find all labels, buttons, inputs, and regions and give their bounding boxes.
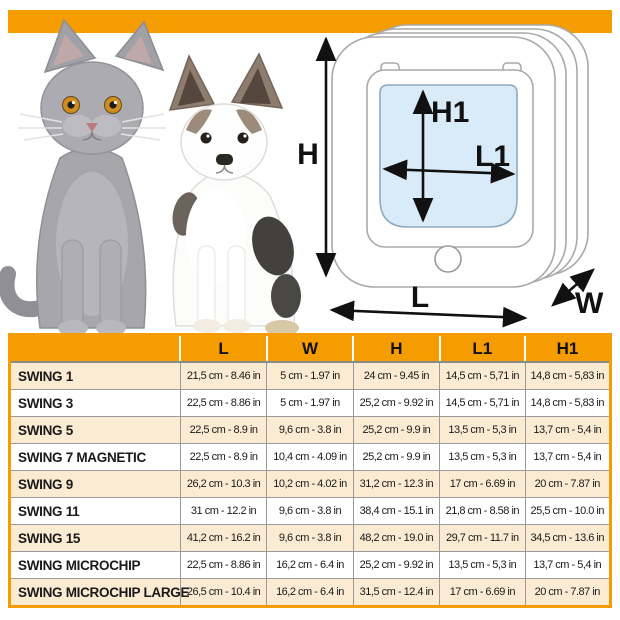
model-name-cell: SWING 11 [9, 497, 181, 525]
dimension-value-cell: 25,5 cm - 10.0 in [524, 497, 612, 525]
pets-photo [0, 18, 301, 334]
dimension-value-cell: 14,8 cm - 5,83 in [524, 361, 612, 390]
dimension-value-cell: 13,5 cm - 5,3 in [439, 416, 526, 444]
dimension-value-cell: 5 cm - 1.97 in [266, 389, 354, 417]
table-row: SWING 9 26,2 cm - 10.3 in 10,2 cm - 4.02 i… [9, 470, 612, 498]
dimension-value-cell: 13,5 cm - 5,3 in [439, 551, 526, 579]
model-name-cell: SWING MICROCHIP [9, 551, 181, 579]
table-row: SWING 11 31 cm - 12.2 in 9,6 cm - 3.8 in 38… [9, 497, 612, 525]
model-name-cell: SWING 1 [9, 361, 181, 390]
dimension-label-h: H [297, 138, 319, 171]
dimension-value-cell: 29,7 cm - 11.7 in [439, 524, 526, 552]
dimension-value-cell: 21,8 cm - 8.58 in [439, 497, 526, 525]
dimension-value-cell: 41,2 cm - 16.2 in [179, 524, 268, 552]
table-row: SWING MICROCHIP 22,5 cm - 8.86 in 16,2 cm … [9, 551, 612, 579]
dimension-value-cell: 21,5 cm - 8.46 in [179, 361, 268, 390]
dimension-label-w: W [575, 287, 604, 320]
table-row: SWING MICROCHIP LARGE 26,5 cm - 10.4 in 16… [9, 578, 612, 607]
dimension-value-cell: 20 cm - 7.87 in [524, 470, 612, 498]
dimension-value-cell: 22,5 cm - 8.9 in [179, 443, 268, 471]
dimension-column-header: L1 [438, 334, 526, 363]
dimension-value-cell: 25,2 cm - 9.9 in [352, 443, 441, 471]
dimension-column-header: H1 [524, 334, 611, 363]
cat-illustration [0, 18, 166, 334]
dimension-value-cell: 38,4 cm - 15.1 in [352, 497, 441, 525]
table-row: SWING 7 MAGNETIC 22,5 cm - 8.9 in 10,4 cm … [9, 443, 612, 471]
model-name-cell: SWING 5 [9, 416, 181, 444]
dimension-value-cell: 13,7 cm - 5,4 in [524, 551, 612, 579]
dimension-column-header: W [265, 334, 354, 363]
dimension-value-cell: 14,5 cm - 5,71 in [439, 361, 526, 390]
dimension-value-cell: 22,5 cm - 8.9 in [179, 416, 268, 444]
dimension-value-cell: 17 cm - 6.69 in [439, 578, 526, 607]
lock-knob [434, 245, 462, 273]
dimension-value-cell: 13,7 cm - 5,4 in [524, 416, 612, 444]
dimension-value-cell: 31 cm - 12.2 in [179, 497, 268, 525]
dimension-value-cell: 31,2 cm - 12.3 in [352, 470, 441, 498]
dimension-label-l1: L1 [475, 140, 510, 173]
size-table: L W H L1 H1 SWING 1 21,5 cm - 8.46 in 5 cm - 1… [8, 333, 612, 608]
dimension-value-cell: 9,6 cm - 3.8 in [266, 497, 354, 525]
dimension-value-cell: 25,2 cm - 9.92 in [352, 551, 441, 579]
pet-door-diagram: H H1 L1 L W [297, 24, 604, 328]
dimension-column-header: L [179, 334, 267, 363]
dimension-value-cell: 10,2 cm - 4.02 in [266, 470, 354, 498]
dimension-value-cell: 25,2 cm - 9.92 in [352, 389, 441, 417]
dimension-value-cell: 31,5 cm - 12.4 in [352, 578, 441, 607]
model-name-cell: SWING 3 [9, 389, 181, 417]
dimension-value-cell: 16,2 cm - 6.4 in [266, 551, 354, 579]
model-name-cell: SWING 9 [9, 470, 181, 498]
dimension-value-cell: 17 cm - 6.69 in [439, 470, 526, 498]
dimension-value-cell: 34,5 cm - 13.6 in [524, 524, 612, 552]
table-row: SWING 1 21,5 cm - 8.46 in 5 cm - 1.97 in 24… [9, 361, 612, 390]
dimension-value-cell: 24 cm - 9.45 in [352, 361, 441, 390]
table-header-row: L W H L1 H1 [9, 334, 611, 363]
dimension-value-cell: 13,5 cm - 5,3 in [439, 443, 526, 471]
table-row: SWING 5 22,5 cm - 8.9 in 9,6 cm - 3.8 in 25… [9, 416, 612, 444]
dimension-value-cell: 16,2 cm - 6.4 in [266, 578, 354, 607]
dimension-value-cell: 13,7 cm - 5,4 in [524, 443, 612, 471]
dimension-value-cell: 20 cm - 7.87 in [524, 578, 612, 607]
dimension-value-cell: 10,4 cm - 4.09 in [266, 443, 354, 471]
table-row: SWING 3 22,5 cm - 8.86 in 5 cm - 1.97 in 25… [9, 389, 612, 417]
dimension-value-cell: 9,6 cm - 3.8 in [266, 416, 354, 444]
dimension-label-h1: H1 [431, 96, 469, 129]
dimension-value-cell: 25,2 cm - 9.9 in [352, 416, 441, 444]
dimension-value-cell: 26,2 cm - 10.3 in [179, 470, 268, 498]
dimension-value-cell: 9,6 cm - 3.8 in [266, 524, 354, 552]
dimension-value-cell: 5 cm - 1.97 in [266, 361, 354, 390]
dimension-value-cell: 22,5 cm - 8.86 in [179, 551, 268, 579]
dimension-arrow-w [551, 268, 595, 307]
model-name-cell: SWING MICROCHIP LARGE [9, 578, 190, 607]
dimension-column-header: H [352, 334, 440, 363]
dimension-arrow-l [329, 300, 528, 328]
table-row: SWING 15 41,2 cm - 16.2 in 9,6 cm - 3.8 in… [9, 524, 612, 552]
door-front-face [331, 36, 556, 288]
dimension-label-l: L [411, 281, 429, 314]
model-column-header [9, 334, 181, 363]
model-name-cell: SWING 15 [9, 524, 181, 552]
dimension-arrow-l1 [382, 159, 516, 184]
dog-illustration [168, 52, 301, 334]
dimension-value-cell: 26,5 cm - 10.4 in [179, 578, 268, 607]
model-name-cell: SWING 7 MAGNETIC [9, 443, 181, 471]
dimension-value-cell: 14,5 cm - 5,71 in [439, 389, 526, 417]
dimension-value-cell: 22,5 cm - 8.86 in [179, 389, 268, 417]
dimension-value-cell: 14,8 cm - 5,83 in [524, 389, 612, 417]
dimension-value-cell: 48,2 cm - 19.0 in [352, 524, 441, 552]
